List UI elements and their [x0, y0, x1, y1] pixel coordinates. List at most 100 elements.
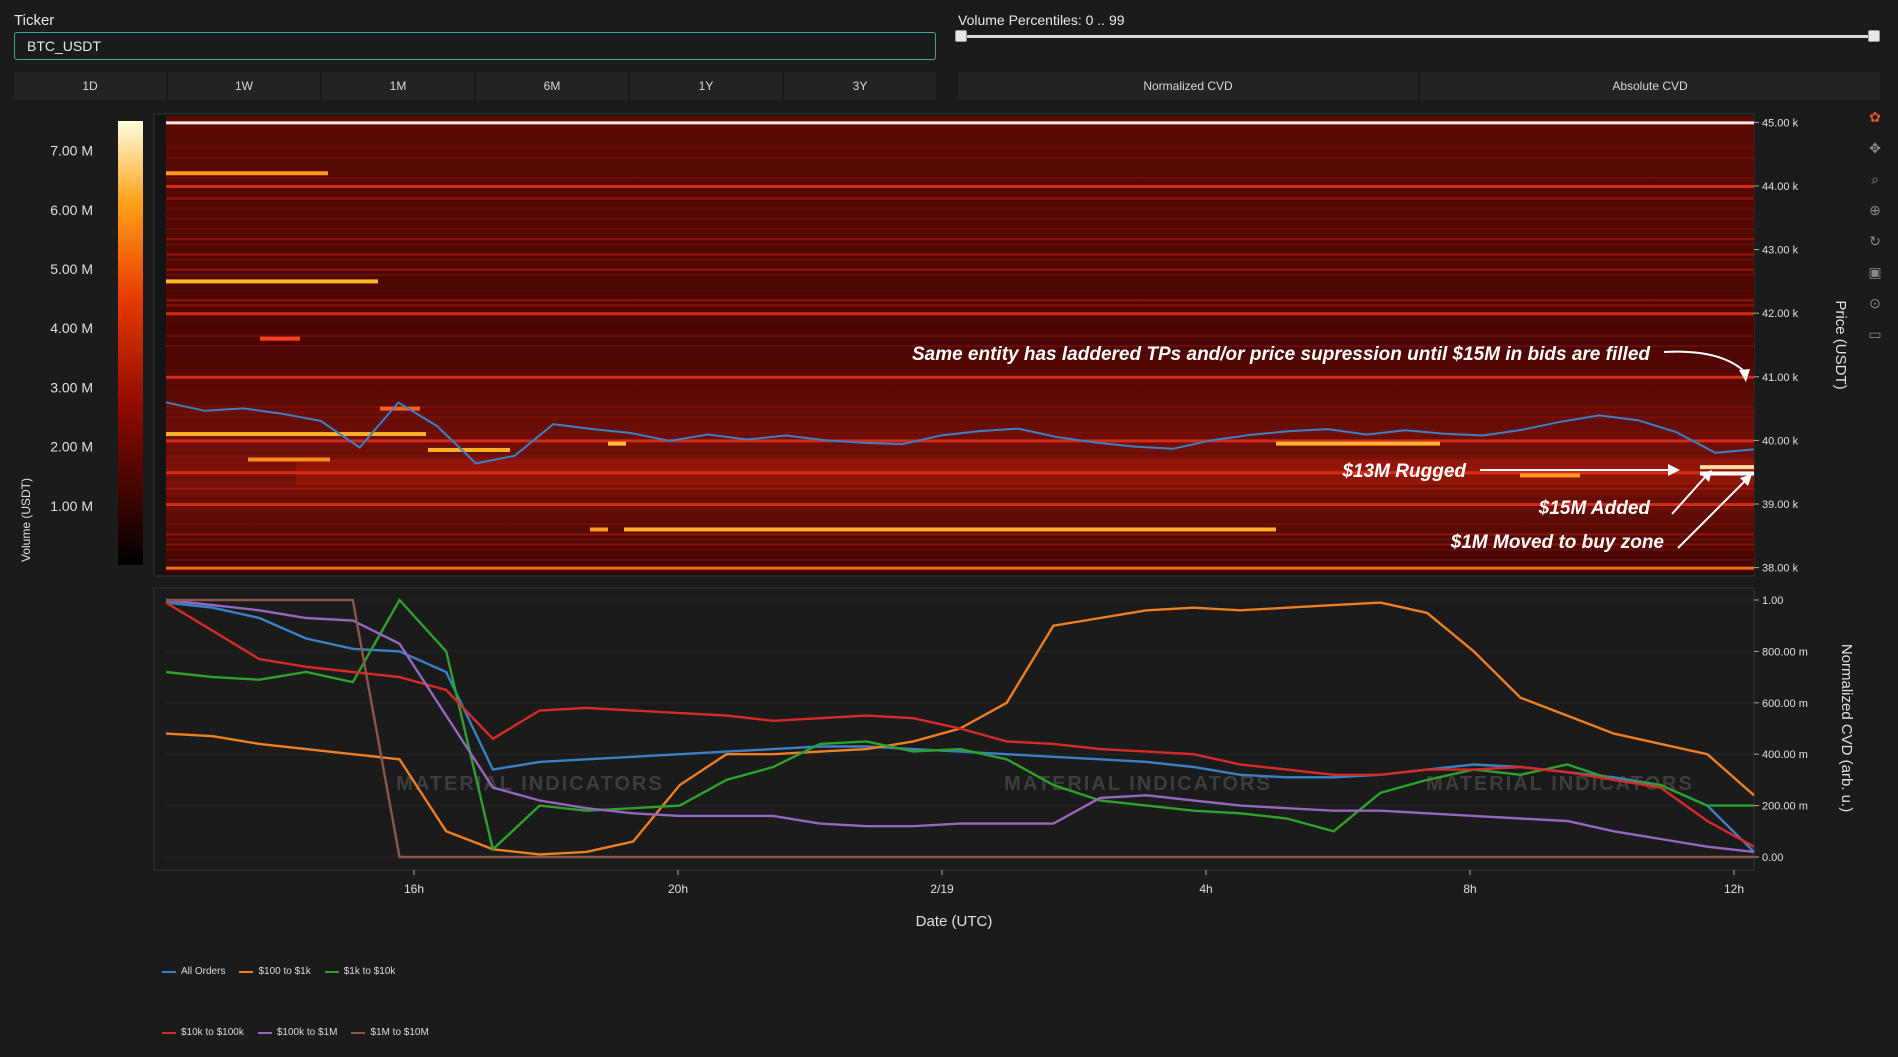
cvd-series-line: [165, 598, 1755, 854]
price-tick-label: 40.00 k: [1762, 435, 1799, 447]
heatmap-stripes: [166, 116, 1754, 572]
cvd-y-tick-label: 200.00 m: [1762, 801, 1808, 813]
heatmap-band: [166, 487, 1754, 490]
heatmap-band: [166, 355, 1754, 358]
hover-icon[interactable]: ▭: [1868, 325, 1882, 342]
heatmap-band: [166, 365, 1754, 368]
tab-1d[interactable]: 1D: [14, 72, 166, 100]
pan-icon[interactable]: ✥: [1869, 139, 1881, 156]
logo-icon[interactable]: ✿: [1869, 108, 1881, 125]
heatmap-band: [166, 258, 1754, 261]
heatmap-order-block: [248, 457, 330, 462]
cvd-series-lines: [165, 597, 1755, 859]
heatmap-band: [166, 436, 1754, 439]
cvd-x-tick-label: 2/19: [930, 882, 954, 896]
zoom-icon[interactable]: ⌕: [1871, 170, 1879, 187]
save-icon[interactable]: ▣: [1868, 263, 1882, 280]
heatmap-band: [166, 324, 1754, 327]
chart-toolbar: ✿ ✥ ⌕ ⊕ ↻ ▣ ⊙ ▭: [1862, 106, 1888, 354]
heatmap-band: [166, 548, 1754, 551]
heatmap-band: [166, 568, 1754, 572]
cvd-x-tick-label: 20h: [668, 882, 688, 896]
cvd-x-axis-title: Date (UTC): [916, 913, 993, 930]
heatmap-band: [166, 446, 1754, 449]
heatmap-band: [166, 319, 1754, 322]
heatmap-band: [166, 421, 1754, 424]
ticker-input[interactable]: [14, 32, 936, 60]
heatmap-band: [166, 238, 1754, 241]
heatmap-band: [166, 411, 1754, 414]
heatmap-band: [166, 390, 1754, 393]
heatmap-band: [166, 294, 1754, 297]
legend-swatch: [162, 1031, 176, 1034]
heatmap-band: [166, 273, 1754, 276]
legend-swatch: [324, 970, 339, 973]
colorbar-tick-label: 4.00 M: [50, 320, 93, 336]
heatmap-band: [166, 533, 1754, 536]
price-axis-ticks: 45.00 k 44.00 k 43.00 k 42.00 k 41.00 k 40.00…: [1754, 117, 1799, 575]
legend-row-2: $10k to $100k $100k to $1M $1M to $10M: [162, 1027, 429, 1038]
annotation-1m-moved: $1M Moved to buy zone: [1450, 532, 1665, 553]
tab-3y[interactable]: 3Y: [782, 72, 936, 100]
volume-percentiles-slider[interactable]: [958, 35, 1876, 38]
ticker-label: Ticker: [14, 12, 55, 29]
price-tick-label: 42.00 k: [1762, 308, 1799, 320]
tab-normalized-cvd[interactable]: Normalized CVD: [958, 72, 1418, 100]
tab-absolute-cvd[interactable]: Absolute CVD: [1418, 72, 1880, 100]
crosshair-icon[interactable]: ⊙: [1869, 294, 1881, 311]
heatmap-order-block: [1276, 441, 1440, 446]
heatmap-band: [166, 370, 1754, 373]
heatmap-band: [166, 426, 1754, 429]
colorbar: [118, 121, 143, 565]
heatmap-order-block: [590, 527, 608, 532]
heatmap-band: [166, 406, 1754, 409]
heatmap-band: [166, 289, 1754, 292]
heatmap-order-block: [166, 279, 378, 284]
legend-item-1m-to-10m[interactable]: $1M to $10M: [351, 1027, 429, 1038]
legend-item-100k-to-1m[interactable]: $100k to $1M: [257, 1027, 337, 1038]
timeframe-tabs: 1D 1W 1M 6M 1Y 3Y: [14, 72, 936, 100]
annotation-15m-added: $15M Added: [1538, 498, 1651, 519]
tab-1w[interactable]: 1W: [166, 72, 320, 100]
heatmap-band: [166, 523, 1754, 526]
price-tick-label: 39.00 k: [1762, 499, 1799, 511]
annotation-13m-rugged: $13M Rugged: [1341, 461, 1466, 482]
heatmap-band: [166, 136, 1754, 139]
watermark-text: MATERIAL INDICATORS: [396, 773, 664, 795]
heatmap-band: [166, 151, 1754, 154]
heatmap-level: [166, 439, 1754, 443]
heatmap-band: [166, 177, 1754, 180]
heatmap-band: [166, 156, 1754, 159]
legend-label: All Orders: [181, 966, 226, 977]
annotation-arrowhead-4: [1740, 474, 1752, 486]
price-tick-label: 38.00 k: [1762, 563, 1799, 575]
slider-max-handle[interactable]: [1868, 30, 1880, 42]
tab-1y[interactable]: 1Y: [628, 72, 782, 100]
cvd-series-line: [165, 597, 1754, 852]
slider-min-handle[interactable]: [955, 30, 967, 42]
price-tick-label: 43.00 k: [1762, 245, 1799, 257]
tab-1m[interactable]: 1M: [320, 72, 474, 100]
heatmap-band: [166, 339, 1754, 343]
legend-item-1k-to-10k[interactable]: $1k to $10k: [324, 966, 395, 977]
heatmap-band: [166, 131, 1754, 134]
wheel-zoom-icon[interactable]: ⊕: [1869, 201, 1881, 218]
legend-item-100-to-1k[interactable]: $100 to $1k: [239, 966, 311, 977]
legend-swatch: [351, 1031, 366, 1034]
tab-6m[interactable]: 6M: [474, 72, 628, 100]
heatmap-order-block: [380, 406, 420, 411]
heatmap-band: [166, 126, 1754, 129]
reset-icon[interactable]: ↻: [1869, 232, 1881, 249]
legend-item-all-orders[interactable]: All Orders: [162, 966, 225, 977]
heatmap-band: [166, 146, 1754, 149]
cvd-y-axis-title: Normalized CVD (arb. u.): [1838, 644, 1855, 812]
heatmap-area[interactable]: [166, 116, 1754, 574]
watermark-text: MATERIAL INDICATORS: [1004, 773, 1272, 795]
colorbar-tick-label: 1.00 M: [50, 498, 93, 514]
heatmap-order-block: [260, 336, 300, 341]
heatmap-band: [166, 207, 1754, 210]
legend-item-10k-to-100k[interactable]: $10k to $100k: [162, 1027, 244, 1038]
heatmap-band: [166, 268, 1754, 271]
heatmap-band: [166, 166, 1754, 170]
